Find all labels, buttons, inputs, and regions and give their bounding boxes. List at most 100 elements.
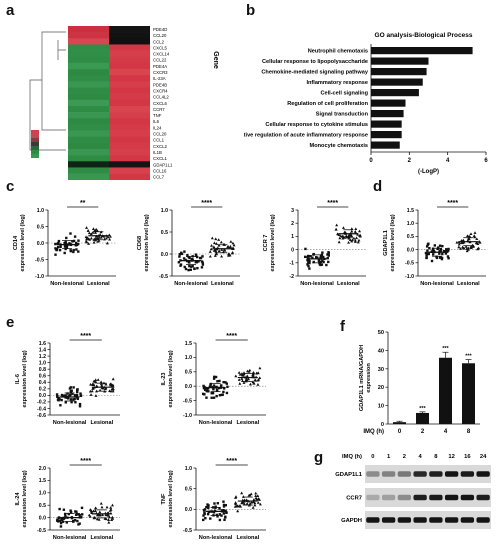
data-point bbox=[79, 516, 82, 519]
data-point bbox=[80, 513, 84, 516]
data-point bbox=[446, 250, 449, 253]
y-tick-label: 1 bbox=[291, 234, 294, 240]
data-point bbox=[88, 389, 92, 393]
data-point bbox=[103, 517, 107, 520]
heatmap-cell bbox=[109, 167, 150, 174]
legend-swatch bbox=[31, 146, 39, 150]
y-tick-label: -0.2 bbox=[37, 400, 46, 406]
gene-label: PDE4D bbox=[153, 27, 167, 32]
panel-letter-c: c bbox=[6, 178, 15, 195]
data-point bbox=[64, 240, 67, 243]
data-point bbox=[304, 255, 307, 259]
data-point bbox=[354, 227, 358, 231]
data-point bbox=[69, 249, 73, 253]
data-point bbox=[59, 404, 62, 407]
data-point bbox=[461, 238, 465, 242]
data-point bbox=[216, 502, 220, 505]
data-point bbox=[461, 241, 465, 245]
data-point bbox=[240, 373, 244, 377]
data-point bbox=[431, 253, 435, 256]
data-point bbox=[202, 509, 206, 512]
data-point bbox=[341, 226, 345, 229]
data-point bbox=[304, 247, 307, 251]
data-point bbox=[222, 505, 226, 508]
y-tick-label: 1.5 bbox=[185, 341, 192, 347]
data-point bbox=[75, 394, 79, 398]
data-point bbox=[73, 394, 77, 397]
data-point bbox=[258, 502, 262, 506]
x-tick-label: 0 bbox=[369, 158, 373, 164]
data-point bbox=[478, 240, 482, 244]
data-point bbox=[213, 502, 216, 505]
data-point bbox=[213, 248, 217, 252]
heatmap-cell bbox=[68, 173, 109, 180]
data-point bbox=[110, 503, 114, 507]
data-point bbox=[358, 229, 362, 233]
heatmap-cell bbox=[109, 118, 150, 125]
data-point bbox=[190, 265, 193, 268]
data-point bbox=[350, 239, 354, 243]
data-point bbox=[322, 260, 325, 264]
legend-swatch bbox=[31, 130, 39, 134]
data-point bbox=[77, 239, 80, 242]
y-axis-label: CCR 7 bbox=[263, 235, 269, 252]
y-tick-label: 0.0 bbox=[39, 515, 46, 521]
group-label: Lesional bbox=[211, 281, 234, 287]
data-point bbox=[256, 494, 260, 497]
y-tick-label: 1.0 bbox=[185, 355, 192, 361]
data-point bbox=[214, 375, 218, 379]
data-point bbox=[441, 252, 444, 256]
data-point bbox=[254, 494, 258, 497]
data-point bbox=[54, 253, 57, 256]
data-point bbox=[74, 241, 78, 245]
gene-label: CCL1 bbox=[153, 138, 165, 143]
data-point bbox=[312, 260, 315, 264]
data-point bbox=[242, 502, 246, 506]
data-point bbox=[228, 253, 232, 257]
y-tick-label: 1.2 bbox=[39, 354, 46, 360]
data-point bbox=[60, 518, 63, 522]
data-point bbox=[94, 227, 98, 231]
data-point bbox=[210, 236, 214, 240]
data-point bbox=[321, 259, 324, 263]
blot-band bbox=[444, 494, 459, 501]
data-point bbox=[109, 389, 113, 393]
data-point bbox=[109, 508, 113, 511]
heatmap-cell bbox=[109, 32, 150, 39]
y-axis-label: CD14 bbox=[13, 235, 19, 250]
lane-label: 16 bbox=[464, 454, 471, 460]
data-point bbox=[201, 255, 204, 258]
data-point bbox=[194, 254, 198, 257]
y-axis-label: expression level (log) bbox=[20, 214, 26, 271]
data-point bbox=[439, 250, 442, 253]
gene-label: IL24 bbox=[153, 125, 162, 130]
data-point bbox=[435, 256, 439, 260]
data-point bbox=[180, 252, 184, 256]
data-point bbox=[200, 266, 204, 269]
x-tick-label: 2 bbox=[421, 429, 425, 435]
data-point bbox=[207, 390, 210, 393]
blot-band bbox=[366, 494, 380, 501]
data-point bbox=[94, 394, 98, 397]
data-point bbox=[223, 387, 226, 390]
blot-band bbox=[460, 517, 475, 523]
data-point bbox=[225, 511, 228, 514]
data-point bbox=[246, 369, 250, 373]
data-point bbox=[110, 515, 114, 519]
data-point bbox=[442, 250, 446, 253]
y-tick-label: -0.5 bbox=[183, 528, 192, 534]
data-point bbox=[95, 236, 99, 240]
blot-band bbox=[476, 471, 490, 477]
data-point bbox=[107, 520, 111, 524]
data-point bbox=[311, 256, 314, 259]
data-point bbox=[237, 371, 241, 374]
data-point bbox=[184, 267, 188, 271]
data-point bbox=[76, 388, 79, 391]
heatmap-cell bbox=[68, 62, 109, 70]
data-point bbox=[437, 246, 440, 249]
category-label: Cell-cell signaling bbox=[320, 91, 368, 97]
heatmap-cell bbox=[109, 93, 150, 101]
data-point bbox=[234, 374, 238, 378]
bar bbox=[371, 47, 473, 55]
data-point bbox=[92, 379, 96, 383]
